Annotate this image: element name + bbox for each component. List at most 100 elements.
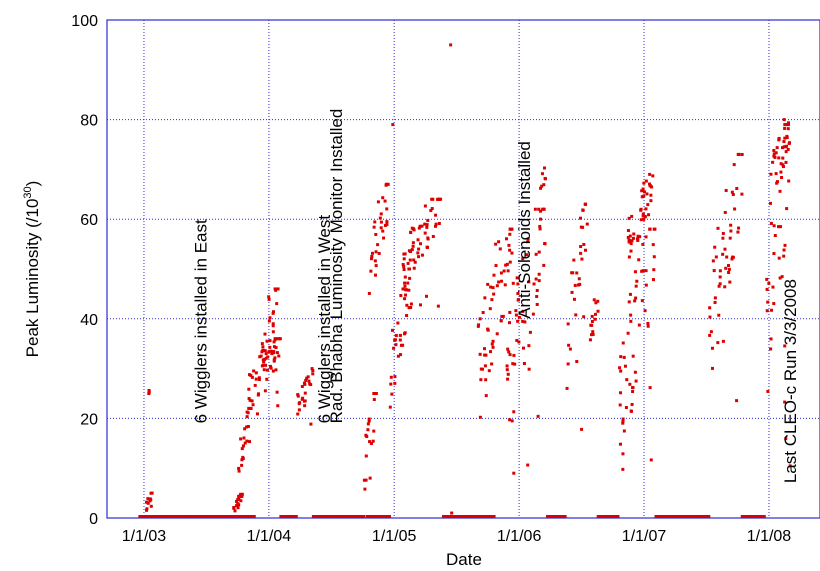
data-point <box>535 295 539 299</box>
data-point <box>772 224 776 228</box>
x-tick-label: 1/1/07 <box>622 528 667 545</box>
data-point <box>783 400 787 404</box>
data-point <box>379 515 383 519</box>
data-point <box>571 271 575 275</box>
data-point <box>466 515 470 519</box>
data-point <box>717 313 721 317</box>
data-point <box>276 287 280 291</box>
data-point <box>278 337 282 341</box>
data-point <box>507 321 511 325</box>
data-point <box>405 303 409 307</box>
x-axis-title: Date <box>446 550 482 569</box>
data-point <box>624 405 628 409</box>
data-point <box>426 236 430 240</box>
data-point <box>648 172 652 176</box>
data-point <box>402 257 406 261</box>
data-point <box>146 497 150 501</box>
data-point <box>490 342 494 346</box>
data-point <box>779 225 783 229</box>
data-point <box>441 515 445 519</box>
data-point <box>151 515 155 519</box>
data-point <box>621 341 625 345</box>
data-point <box>365 435 369 439</box>
data-point <box>275 302 279 306</box>
data-point <box>275 390 279 394</box>
data-point <box>760 515 764 519</box>
data-point <box>751 515 755 519</box>
data-point <box>779 162 783 166</box>
data-point <box>639 207 643 211</box>
data-point <box>505 368 509 372</box>
data-point <box>308 382 312 386</box>
data-point <box>619 391 623 395</box>
data-point <box>206 515 210 519</box>
data-point <box>248 440 252 444</box>
data-point <box>736 152 740 156</box>
data-point <box>253 383 257 387</box>
data-point <box>649 193 653 197</box>
data-point <box>232 505 236 509</box>
data-point <box>585 222 589 226</box>
data-point <box>374 264 378 268</box>
data-point <box>622 429 626 433</box>
data-point <box>508 418 512 422</box>
data-point <box>403 275 407 279</box>
data-point <box>627 240 631 244</box>
data-point <box>374 392 378 395</box>
data-point <box>237 515 241 519</box>
data-point <box>494 264 498 268</box>
data-point <box>385 182 389 186</box>
data-point <box>263 349 267 353</box>
data-point <box>285 515 289 519</box>
data-point <box>723 247 727 251</box>
data-point <box>590 314 594 318</box>
data-point <box>538 227 542 231</box>
data-point <box>622 355 626 359</box>
data-point <box>410 248 414 252</box>
data-point <box>777 156 781 160</box>
data-point <box>782 140 786 144</box>
data-point <box>591 330 595 334</box>
data-point <box>305 376 309 380</box>
data-point <box>446 515 450 519</box>
data-point <box>510 227 514 231</box>
data-point <box>707 515 711 519</box>
data-point <box>537 272 541 276</box>
data-point <box>489 285 493 289</box>
data-point <box>637 323 641 327</box>
data-point <box>390 392 394 396</box>
data-point <box>523 320 527 324</box>
data-point <box>508 353 512 357</box>
data-point <box>412 266 416 270</box>
data-point <box>393 338 397 342</box>
data-point <box>626 235 630 239</box>
data-point <box>511 362 515 366</box>
data-point <box>233 509 237 513</box>
data-point <box>649 199 653 203</box>
data-point <box>488 515 492 519</box>
data-point <box>536 414 540 418</box>
data-point <box>270 352 274 356</box>
data-point <box>735 186 739 190</box>
data-point <box>494 242 498 246</box>
data-point <box>710 366 714 370</box>
data-point <box>250 399 254 403</box>
data-point <box>619 355 623 359</box>
data-point <box>240 495 244 499</box>
data-point <box>729 229 733 233</box>
data-point <box>479 515 483 519</box>
data-point <box>724 188 728 192</box>
data-point <box>403 284 407 288</box>
data-point <box>268 339 272 343</box>
x-tick-label: 1/1/08 <box>747 528 792 545</box>
data-point <box>378 216 382 220</box>
data-point <box>237 503 241 507</box>
data-point <box>398 333 402 337</box>
data-point <box>303 391 307 395</box>
data-point <box>526 463 530 467</box>
data-point <box>393 381 397 385</box>
data-point <box>521 319 525 323</box>
data-point <box>409 306 413 310</box>
data-point <box>572 297 576 301</box>
data-point <box>626 229 630 233</box>
